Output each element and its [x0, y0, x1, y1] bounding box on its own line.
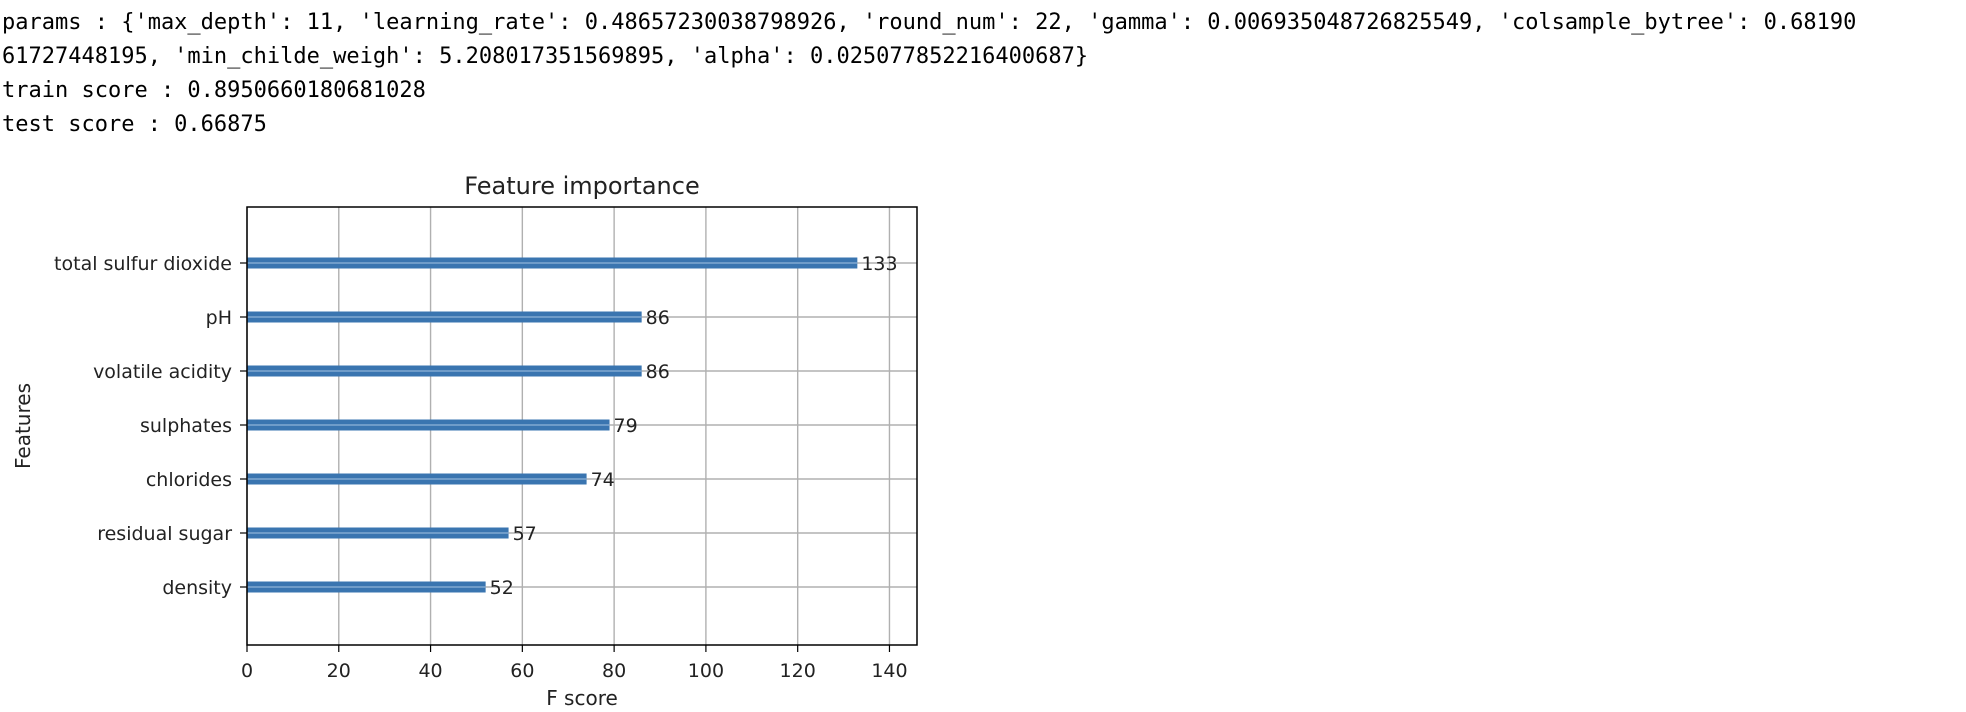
y-tick-label: sulphates [140, 415, 232, 437]
x-tick-label: 80 [602, 660, 626, 682]
x-tick-label: 140 [871, 660, 907, 682]
plot-frame [246, 206, 918, 646]
y-tick-label: pH [206, 307, 232, 329]
x-tick-label: 60 [510, 660, 534, 682]
train-score-line: train score : 0.8950660180681028 [2, 78, 426, 103]
cell-output: params : {'max_depth': 11, 'learning_rat… [2, 6, 1856, 142]
params-line-2: 61727448195, 'min_childe_weigh': 5.20801… [2, 44, 1089, 69]
x-tick-label: 120 [780, 660, 816, 682]
x-tick-label: 0 [241, 660, 253, 682]
x-axis-label: F score [546, 686, 618, 710]
test-score-line: test score : 0.66875 [2, 112, 267, 137]
bar-value-label: 133 [861, 253, 897, 275]
x-tick-label: 20 [327, 660, 351, 682]
x-tick-label: 40 [418, 660, 442, 682]
chart-title: Feature importance [464, 172, 699, 200]
bars [247, 257, 858, 593]
y-tick-label: chlorides [146, 469, 232, 491]
y-axis-label: Features [11, 383, 35, 469]
y-tick-label: residual sugar [97, 523, 232, 545]
y-tick-label: total sulfur dioxide [54, 253, 232, 275]
y-tick-label: density [162, 577, 232, 599]
bar-value-label: 86 [646, 361, 670, 383]
bar-value-label: 57 [513, 523, 537, 545]
bar-value-label: 74 [591, 469, 615, 491]
bar-value-label: 52 [490, 577, 514, 599]
feature-importance-chart: 0 20 40 60 80 100 120 140 total sulfur dioxide 13… [11, 172, 918, 710]
x-tick-label: 100 [688, 660, 724, 682]
bar-value-label: 86 [646, 307, 670, 329]
y-tick-label: volatile acidity [93, 361, 232, 383]
axis-ticks: 0 20 40 60 80 100 120 140 total sulfur dioxide 13… [54, 253, 908, 682]
bar-value-label: 79 [614, 415, 638, 437]
params-line-1: params : {'max_depth': 11, 'learning_rat… [2, 10, 1857, 35]
